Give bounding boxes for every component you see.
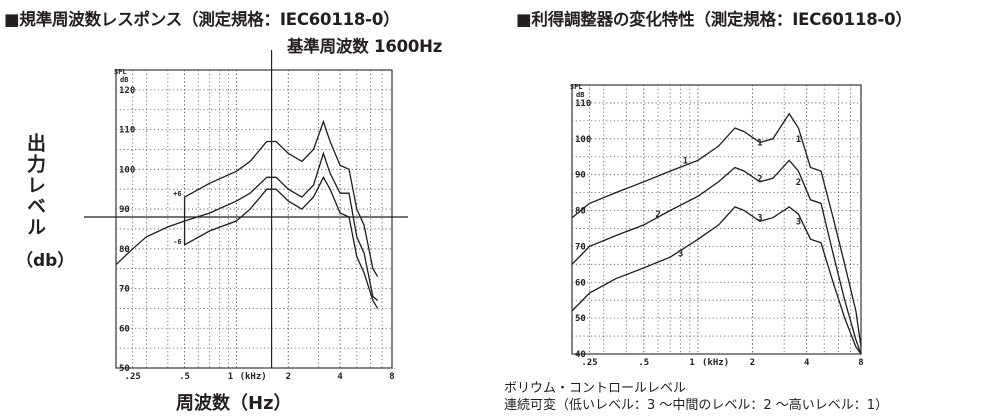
series-line-1 xyxy=(115,151,379,301)
y-tick-label: 100 xyxy=(119,165,135,175)
x-tick-label: .25 xyxy=(581,358,597,368)
x-tick-label: .5 xyxy=(179,372,190,382)
series-label: 2 xyxy=(655,210,660,220)
series-label: 1 xyxy=(683,156,688,166)
series-label: 3 xyxy=(796,217,801,227)
x-tick-label: 2 xyxy=(286,372,291,382)
y-tick-label: 80 xyxy=(575,207,586,217)
y-axis-label: 出力レベル xyxy=(24,133,46,238)
y-tick-label: 110 xyxy=(119,126,135,136)
y-tick-label: 90 xyxy=(575,171,586,181)
x-tick-label: 1 xyxy=(689,358,694,368)
series-line-3 xyxy=(571,206,862,355)
series-label: 1 xyxy=(757,138,762,148)
y-tick-label: 50 xyxy=(119,364,130,374)
y-unit-label: SPL xyxy=(570,83,583,91)
y-tick-label: 60 xyxy=(575,278,586,288)
y-tick-label: 120 xyxy=(119,86,135,96)
x-tick-label: 8 xyxy=(389,372,394,382)
x-tick-label: 2 xyxy=(750,358,755,368)
series-label: 3 xyxy=(757,214,762,224)
y-tick-label: 70 xyxy=(575,242,586,252)
series-line-3 xyxy=(184,175,379,309)
y-axis-unit: （db） xyxy=(16,251,75,271)
y-unit-label: dB xyxy=(576,91,584,99)
series-line-2 xyxy=(184,119,379,277)
x-unit-label: (kHz) xyxy=(240,372,267,382)
x-tick-label: 4 xyxy=(337,372,343,382)
x-unit-label: (kHz) xyxy=(702,358,729,368)
y-tick-label: 90 xyxy=(119,205,130,215)
y-tick-label: 60 xyxy=(119,324,130,334)
series-label: 2 xyxy=(757,174,762,184)
x-axis-label: 周波数（Hz） xyxy=(176,393,292,414)
volume-control-note: ボリウム・コントロールレベル xyxy=(504,381,687,396)
chart-2 xyxy=(571,84,862,355)
right-chart-title: ■利得調整器の変化特性（測定規格：IEC60118-0） xyxy=(516,10,912,29)
y-tick-label: 50 xyxy=(575,314,586,324)
y-tick-label: 100 xyxy=(575,135,591,145)
series-label: 3 xyxy=(678,250,683,260)
y-tick-label: 110 xyxy=(575,99,591,109)
y-unit-label: SPL xyxy=(114,68,127,76)
series-label: 1 xyxy=(796,135,801,145)
series-line-1 xyxy=(571,112,862,347)
x-tick-label: 8 xyxy=(858,358,863,368)
series-label: 2 xyxy=(796,178,801,188)
x-tick-label: .25 xyxy=(125,372,141,382)
y-tick-label: 70 xyxy=(119,285,130,295)
left-chart-subtitle: 基準周波数 1600Hz xyxy=(287,37,443,56)
volume-level-note: 連続可変（低いレベル：3 ～中間のレベル：2 ～高いレベル：1） xyxy=(504,398,889,413)
x-tick-label: .5 xyxy=(638,358,649,368)
x-tick-label: 1 xyxy=(228,372,233,382)
x-tick-label: 4 xyxy=(804,358,810,368)
offset-label: +6 xyxy=(173,190,181,198)
series-line-2 xyxy=(571,159,862,355)
y-tick-label: 40 xyxy=(575,350,586,360)
y-tick-label: 80 xyxy=(119,245,130,255)
left-chart-title: ■規準周波数レスポンス（測定規格：IEC60118-0） xyxy=(4,10,400,29)
offset-label: -6 xyxy=(173,238,181,246)
plot-area xyxy=(115,69,393,369)
chart-1 xyxy=(84,50,408,369)
plot-area xyxy=(571,84,862,355)
y-unit-label: dB xyxy=(120,76,128,84)
